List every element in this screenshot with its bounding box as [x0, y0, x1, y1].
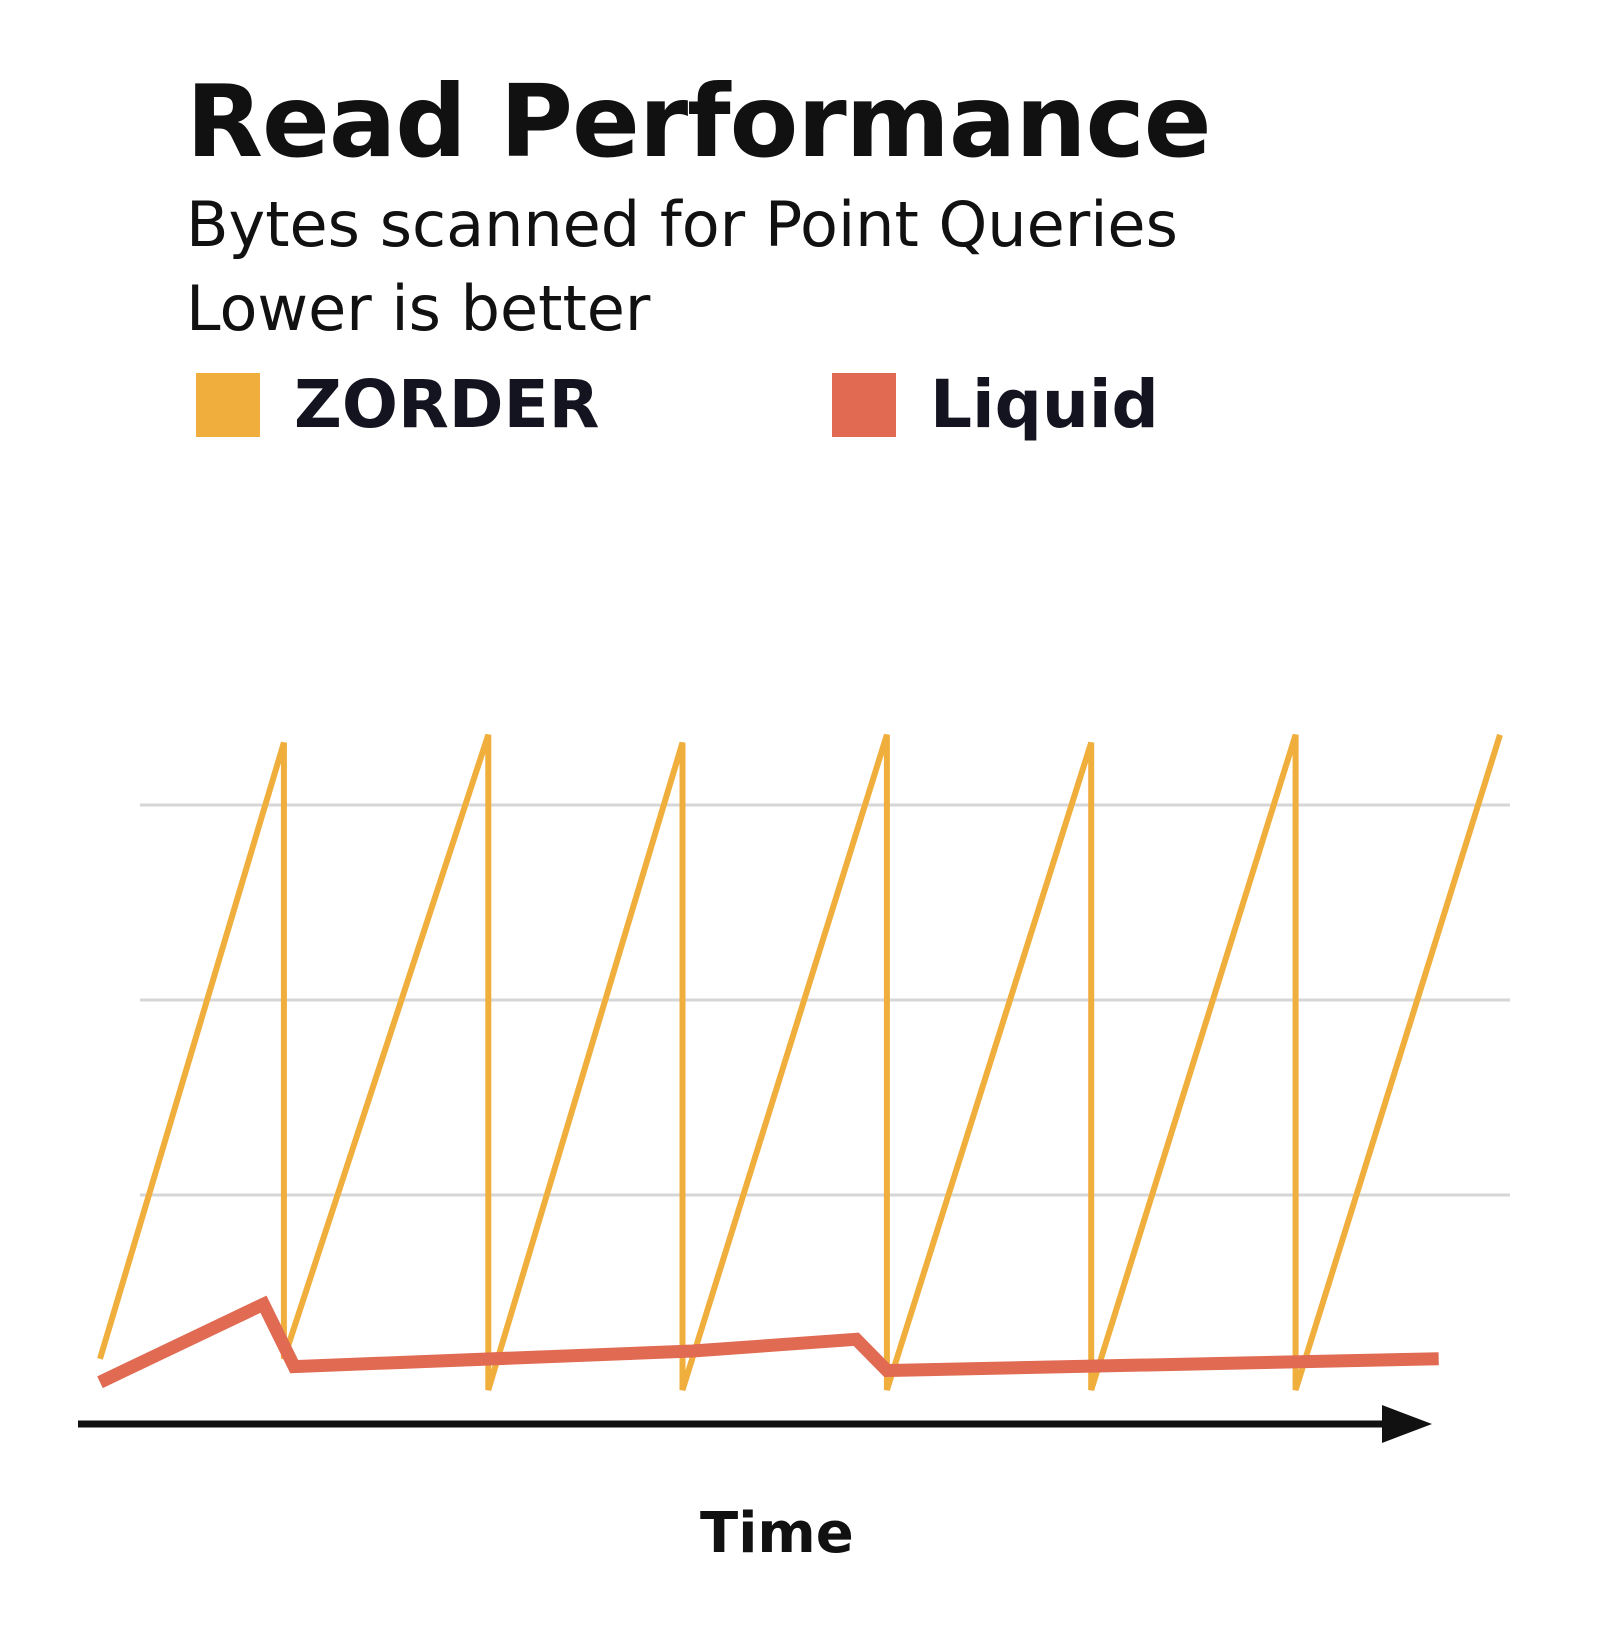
- x-axis-arrowhead: [1382, 1405, 1432, 1443]
- grid-layer: [140, 803, 1510, 1197]
- legend-item-zorder: ZORDER: [196, 372, 599, 438]
- legend-label-zorder: ZORDER: [294, 366, 600, 443]
- series-line-liquid: [97, 1295, 1439, 1389]
- chart-note: Lower is better: [186, 272, 651, 345]
- x-axis: [78, 1405, 1432, 1443]
- chart-subtitle: Bytes scanned for Point Queries: [186, 188, 1178, 261]
- series-layer: [97, 733, 1503, 1391]
- legend-swatch-liquid: [832, 373, 896, 437]
- legend-item-liquid: Liquid: [832, 372, 1159, 438]
- series-line-zorder: [97, 733, 1503, 1391]
- x-axis-label: Time: [700, 1501, 854, 1566]
- legend-label-liquid: Liquid: [930, 366, 1159, 443]
- legend-swatch-zorder: [196, 373, 260, 437]
- chart-title: Read Performance: [186, 63, 1212, 180]
